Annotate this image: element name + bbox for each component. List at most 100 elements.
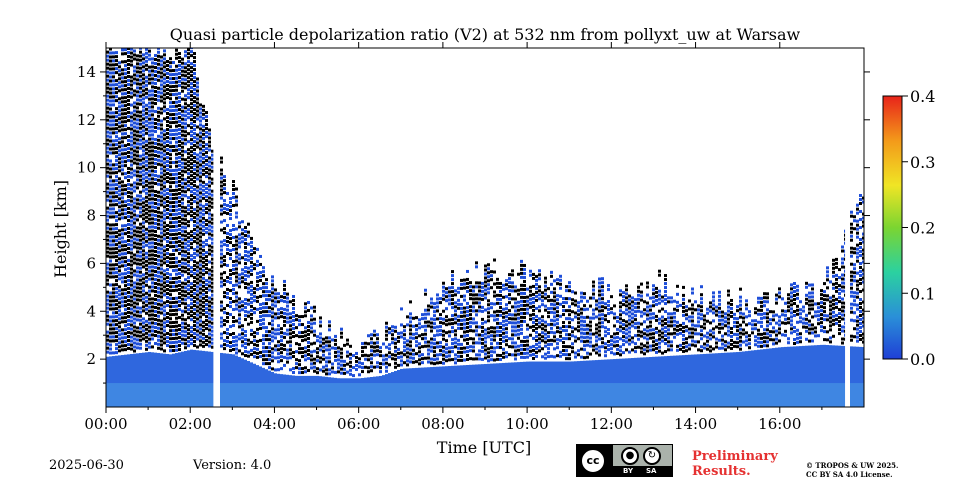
aerosol-cell bbox=[562, 353, 565, 357]
aerosol-cell bbox=[136, 106, 139, 110]
aerosol-cell bbox=[298, 359, 301, 363]
aerosol-cell bbox=[169, 273, 172, 277]
aerosol-cell bbox=[187, 280, 190, 284]
aerosol-cell bbox=[199, 151, 202, 155]
pbl-column bbox=[118, 355, 121, 407]
aerosol-cell bbox=[358, 365, 361, 369]
surface-band bbox=[124, 383, 127, 407]
aerosol-cell bbox=[187, 228, 190, 232]
aerosol-cell bbox=[175, 168, 178, 172]
aerosol-cell bbox=[520, 339, 523, 343]
aerosol-cell bbox=[205, 271, 208, 275]
aerosol-cell bbox=[175, 256, 178, 260]
aerosol-cell bbox=[259, 354, 262, 358]
aerosol-cell bbox=[343, 343, 346, 347]
aerosol-cell bbox=[223, 295, 226, 299]
aerosol-cell bbox=[142, 329, 145, 333]
aerosol-cell bbox=[178, 56, 181, 60]
aerosol-cell bbox=[151, 269, 154, 273]
aerosol-cell bbox=[523, 279, 526, 283]
aerosol-cell bbox=[166, 160, 169, 164]
aerosol-cell bbox=[187, 244, 190, 248]
aerosol-cell bbox=[202, 116, 205, 120]
aerosol-cell bbox=[166, 260, 169, 264]
aerosol-cell bbox=[460, 342, 463, 346]
aerosol-cell bbox=[115, 243, 118, 247]
aerosol-cell bbox=[166, 256, 169, 260]
aerosol-cell bbox=[490, 358, 493, 362]
aerosol-cell bbox=[436, 357, 439, 361]
aerosol-cell bbox=[226, 291, 229, 295]
aerosol-cell bbox=[514, 321, 517, 325]
aerosol-cell bbox=[190, 74, 193, 78]
aerosol-cell bbox=[121, 220, 124, 224]
aerosol-cell bbox=[442, 285, 445, 289]
aerosol-cell bbox=[532, 336, 535, 340]
aerosol-cell bbox=[136, 234, 139, 238]
aerosol-cell bbox=[139, 238, 142, 242]
aerosol-cell bbox=[163, 181, 166, 185]
aerosol-cell bbox=[226, 287, 229, 291]
aerosol-cell bbox=[514, 289, 517, 293]
aerosol-cell bbox=[568, 281, 571, 285]
aerosol-cell bbox=[493, 334, 496, 338]
aerosol-cell bbox=[265, 302, 268, 306]
aerosol-cell bbox=[529, 333, 532, 337]
aerosol-cell bbox=[109, 287, 112, 291]
aerosol-cell bbox=[139, 302, 142, 306]
aerosol-cell bbox=[274, 368, 277, 372]
aerosol-cell bbox=[208, 332, 211, 336]
aerosol-cell bbox=[154, 242, 157, 246]
aerosol-cell bbox=[583, 296, 586, 300]
aerosol-cell bbox=[595, 335, 598, 339]
aerosol-cell bbox=[208, 156, 211, 160]
aerosol-cell bbox=[538, 273, 541, 277]
aerosol-cell bbox=[586, 351, 589, 355]
surface-band bbox=[481, 383, 484, 407]
aerosol-cell bbox=[172, 285, 175, 289]
aerosol-cell bbox=[121, 80, 124, 84]
aerosol-cell bbox=[400, 351, 403, 355]
aerosol-cell bbox=[535, 294, 538, 298]
aerosol-cell bbox=[511, 269, 514, 273]
aerosol-cell bbox=[283, 315, 286, 319]
aerosol-cell bbox=[112, 295, 115, 299]
aerosol-cell bbox=[133, 265, 136, 269]
aerosol-cell bbox=[184, 262, 187, 266]
aerosol-cell bbox=[121, 328, 124, 332]
aerosol-cell bbox=[487, 315, 490, 319]
aerosol-cell bbox=[346, 350, 349, 354]
aerosol-cell bbox=[571, 310, 574, 314]
aerosol-cell bbox=[121, 152, 124, 156]
surface-band bbox=[250, 383, 253, 407]
aerosol-cell bbox=[115, 255, 118, 259]
aerosol-cell bbox=[160, 147, 163, 151]
aerosol-cell bbox=[403, 341, 406, 345]
surface-band bbox=[136, 383, 139, 407]
aerosol-cell bbox=[205, 331, 208, 335]
aerosol-cell bbox=[544, 304, 547, 308]
aerosol-cell bbox=[139, 278, 142, 282]
surface-band bbox=[556, 383, 559, 407]
aerosol-cell bbox=[445, 359, 448, 363]
aerosol-cell bbox=[151, 245, 154, 249]
aerosol-cell bbox=[289, 344, 292, 348]
surface-band bbox=[625, 383, 628, 407]
aerosol-cell bbox=[163, 49, 166, 53]
aerosol-cell bbox=[529, 289, 532, 293]
aerosol-cell bbox=[190, 110, 193, 114]
surface-band bbox=[610, 383, 613, 407]
aerosol-cell bbox=[580, 291, 583, 295]
aerosol-cell bbox=[475, 329, 478, 333]
aerosol-cell bbox=[244, 302, 247, 306]
aerosol-cell bbox=[148, 97, 151, 101]
aerosol-cell bbox=[277, 296, 280, 300]
aerosol-cell bbox=[178, 220, 181, 224]
aerosol-cell bbox=[145, 323, 148, 327]
aerosol-cell bbox=[124, 348, 127, 352]
aerosol-cell bbox=[187, 256, 190, 260]
aerosol-cell bbox=[466, 337, 469, 341]
aerosol-cell bbox=[277, 300, 280, 304]
aerosol-cell bbox=[259, 254, 262, 258]
aerosol-cell bbox=[136, 154, 139, 158]
